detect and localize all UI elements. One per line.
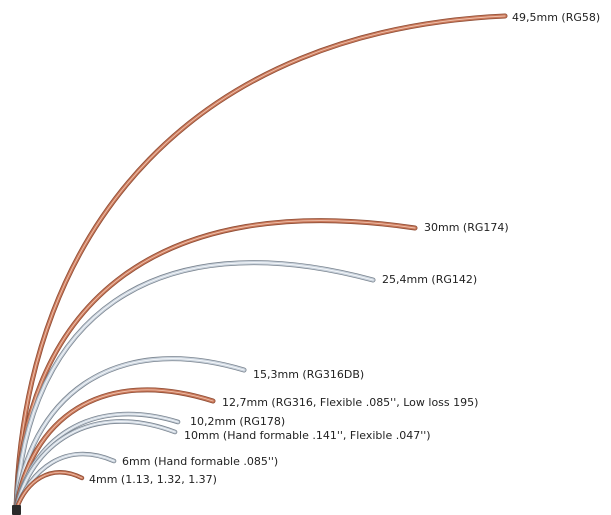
cable-label-hand-formable-085: 6mm (Hand formable .085'') (122, 455, 278, 468)
cable-label-rg58: 49,5mm (RG58) (512, 11, 600, 24)
cable-label-rg174: 30mm (RG174) (424, 221, 509, 234)
connector-block-icon (12, 505, 21, 515)
cable-rg316: 12,7mm (RG316, Flexible .085'', Low loss… (13, 387, 478, 513)
cable-label-rg178: 10,2mm (RG178) (190, 415, 285, 428)
cable-rg58: 49,5mm (RG58) (13, 11, 600, 513)
cable-hand-formable-141: 10mm (Hand formable .141'', Flexible .04… (13, 419, 431, 513)
cable-label-hand-formable-141: 10mm (Hand formable .141'', Flexible .04… (184, 429, 431, 442)
cable-label-rg316: 12,7mm (RG316, Flexible .085'', Low loss… (222, 396, 478, 409)
cable-rg142: 25,4mm (RG142) (13, 260, 477, 513)
cable-micro: 4mm (1.13, 1.32, 1.37) (13, 470, 217, 513)
cable-label-rg316db: 15,3mm (RG316DB) (253, 368, 364, 381)
cable-rg316db: 15,3mm (RG316DB) (13, 356, 364, 513)
cable-label-rg142: 25,4mm (RG142) (382, 273, 477, 286)
cable-label-micro: 4mm (1.13, 1.32, 1.37) (89, 473, 217, 486)
